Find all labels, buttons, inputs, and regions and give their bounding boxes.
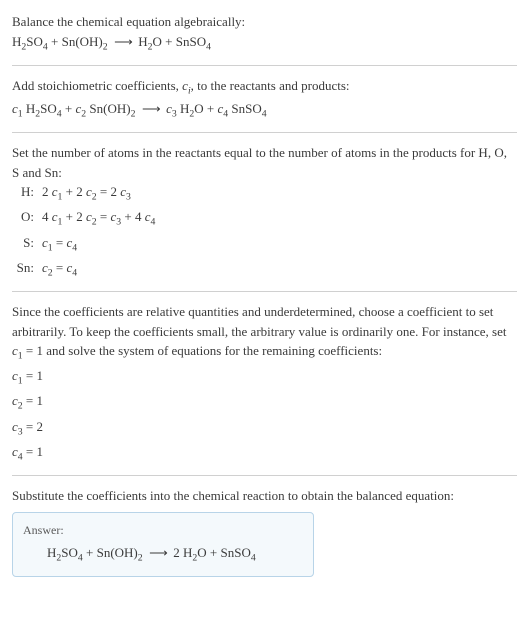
step4-text: Substitute the coefficients into the che… (12, 486, 517, 506)
step1-equation: c1 H2SO4 + c2 Sn(OH)2 ⟶ c3 H2O + c4 SnSO… (12, 99, 517, 122)
divider (12, 475, 517, 476)
coefficient-value: c3 = 2 (12, 417, 517, 440)
divider (12, 65, 517, 66)
intro-section: Balance the chemical equation algebraica… (12, 12, 517, 55)
element-equation: 2 c1 + 2 c2 = 2 c3 (42, 182, 517, 205)
step3-section: Since the coefficients are relative quan… (12, 302, 517, 465)
element-equation: c2 = c4 (42, 258, 517, 281)
step2-section: Set the number of atoms in the reactants… (12, 143, 517, 281)
element-equations-table: H: 2 c1 + 2 c2 = 2 c3 O: 4 c1 + 2 c2 = c… (14, 182, 517, 281)
element-equation: c1 = c4 (42, 233, 517, 256)
element-label: O: (14, 207, 42, 230)
answer-label: Answer: (23, 521, 303, 539)
intro-text: Balance the chemical equation algebraica… (12, 12, 517, 32)
answer-box: Answer: H2SO4 + Sn(OH)2 ⟶ 2 H2O + SnSO4 (12, 512, 314, 577)
answer-equation: H2SO4 + Sn(OH)2 ⟶ 2 H2O + SnSO4 (23, 543, 303, 566)
step2-text: Set the number of atoms in the reactants… (12, 143, 517, 182)
coefficient-list: c1 = 1 c2 = 1 c3 = 2 c4 = 1 (12, 366, 517, 465)
step4-section: Substitute the coefficients into the che… (12, 486, 517, 577)
step1-section: Add stoichiometric coefficients, ci, to … (12, 76, 517, 122)
step1-text: Add stoichiometric coefficients, ci, to … (12, 76, 517, 99)
element-label: Sn: (14, 258, 42, 281)
element-label: S: (14, 233, 42, 256)
divider (12, 132, 517, 133)
divider (12, 291, 517, 292)
coefficient-value: c2 = 1 (12, 391, 517, 414)
intro-equation: H2SO4 + Sn(OH)2 ⟶ H2O + SnSO4 (12, 32, 517, 55)
step3-text: Since the coefficients are relative quan… (12, 302, 517, 364)
element-label: H: (14, 182, 42, 205)
coefficient-value: c4 = 1 (12, 442, 517, 465)
element-equation: 4 c1 + 2 c2 = c3 + 4 c4 (42, 207, 517, 230)
coefficient-value: c1 = 1 (12, 366, 517, 389)
